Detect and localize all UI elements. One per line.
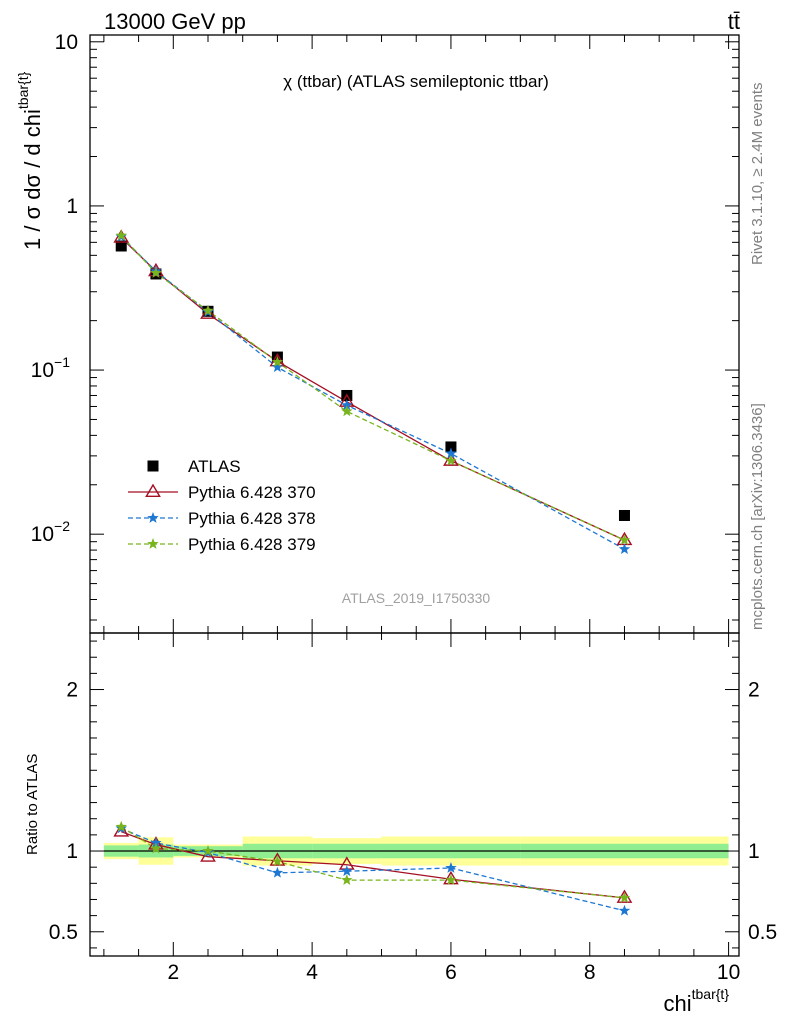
ratio-point-pythia-6-428-378	[341, 865, 353, 877]
ratio-point-pythia-6-428-370	[269, 852, 286, 866]
y-tick-label-base: 10	[31, 359, 54, 382]
legend: ATLAS Pythia 6.428 370 Pythia 6.428 378 Pyt…	[128, 457, 316, 554]
main-point-pythia-6-428-379	[341, 405, 353, 417]
legend-marker-atlas	[147, 460, 159, 472]
main-point-pythia-6-428-370	[200, 305, 216, 319]
legend-label-pythia-6-428-378: Pythia 6.428 378	[188, 509, 316, 528]
y-tick-label: 10−2	[31, 518, 71, 546]
y-axis-label-main: 1 / σ dσ / d chitbar{t}	[15, 71, 45, 250]
legend-label-atlas: ATLAS	[188, 457, 241, 476]
main-point-pythia-6-428-378	[445, 447, 457, 459]
legend-label-pythia-6-428-370: Pythia 6.428 370	[188, 483, 316, 502]
ratio-y-tick-label-right: 0.5	[748, 921, 777, 944]
y-tick-label-exp: −1	[54, 354, 70, 370]
y-tick-label: 10−1	[31, 354, 71, 382]
legend-marker-pythia-6-428-378	[147, 512, 159, 523]
mcplots-label: mcplots.cern.ch [arXiv:1306.3436]	[749, 403, 766, 630]
y-tick-label: 1	[66, 195, 78, 218]
x-axis-label: chitbar{t}	[664, 986, 730, 1016]
analysis-watermark: ATLAS_2019_I1750330	[342, 590, 491, 606]
ratio-frame	[89, 632, 740, 957]
ratio-point-pythia-6-428-379	[445, 874, 457, 885]
rivet-label: Rivet 3.1.10, ≥ 2.4M events	[749, 83, 766, 266]
ratio-point-pythia-6-428-379	[618, 891, 631, 903]
y-tick-label-exp: −2	[54, 518, 70, 534]
ratio-point-pythia-6-428-370	[113, 823, 130, 837]
ratio-point-pythia-6-428-378	[271, 866, 284, 878]
ratio-point-pythia-6-428-378	[445, 861, 457, 873]
x-axis-label-sup: tbar{t}	[692, 986, 730, 1002]
y-tick-label: 10	[55, 31, 78, 54]
main-point-pythia-6-428-379	[202, 304, 214, 316]
y-axis-label-main-sup: tbar{t}	[15, 71, 31, 109]
x-tick-label: 4	[306, 961, 318, 984]
main-line-pythia-6-428-378	[120, 236, 625, 550]
main-point-pythia-6-428-378	[618, 543, 631, 555]
main-point-pythia-6-428-379	[445, 454, 457, 466]
x-axis-label-text: chi	[664, 991, 692, 1016]
ratio-point-pythia-6-428-378	[618, 904, 631, 916]
legend-label-pythia-6-428-379: Pythia 6.428 379	[188, 535, 316, 554]
x-tick-label: 10	[717, 961, 740, 984]
main-point-pythia-6-428-378	[271, 361, 284, 373]
main-point-atlas	[445, 441, 457, 453]
y-axis-label-main-text: 1 / σ dσ / d chi	[20, 109, 45, 250]
process-label: tt̄	[728, 9, 740, 34]
legend-marker-pythia-6-428-379	[147, 538, 159, 549]
ratio-point-pythia-6-428-379	[202, 845, 214, 856]
y-axis-label-ratio: Ratio to ATLAS	[24, 754, 41, 855]
energy-label: 13000 GeV pp	[104, 9, 246, 34]
main-point-atlas	[115, 240, 127, 252]
ratio-y-tick-label-right: 2	[748, 679, 760, 702]
legend-marker-pythia-6-428-370	[145, 483, 161, 498]
x-tick-label: 6	[445, 961, 457, 984]
ratio-point-pythia-6-428-379	[271, 855, 284, 867]
ratio-point-pythia-6-428-379	[341, 874, 353, 885]
x-tick-label: 8	[584, 961, 596, 984]
plot-title: χ (ttbar) (ATLAS semileptonic ttbar)	[283, 72, 549, 91]
ratio-y-tick-label: 1	[66, 840, 78, 863]
main-point-pythia-6-428-379	[271, 355, 284, 367]
ratio-y-tick-label: 2	[66, 679, 78, 702]
main-point-pythia-6-428-378	[341, 399, 353, 411]
ratio-y-tick-label: 0.5	[49, 921, 78, 944]
main-point-pythia-6-428-379	[115, 229, 127, 241]
main-point-atlas	[618, 509, 630, 521]
y-tick-label-base: 10	[31, 523, 54, 546]
ratio-point-pythia-6-428-379	[115, 820, 127, 832]
main-point-pythia-6-428-379	[618, 534, 631, 545]
x-tick-label: 2	[167, 961, 179, 984]
ratio-y-tick-label-right: 1	[748, 840, 760, 863]
ratio-panel: 0.5 0.5 1 1 2 2 2 4 6 8 10 Ratio to ATLAS chitbar{…	[24, 632, 777, 1016]
ratio-point-pythia-6-428-378	[150, 836, 162, 848]
ratio-point-pythia-6-428-379	[150, 842, 162, 854]
main-point-pythia-6-428-379	[150, 267, 162, 278]
ratio-point-pythia-6-428-370	[443, 870, 459, 885]
